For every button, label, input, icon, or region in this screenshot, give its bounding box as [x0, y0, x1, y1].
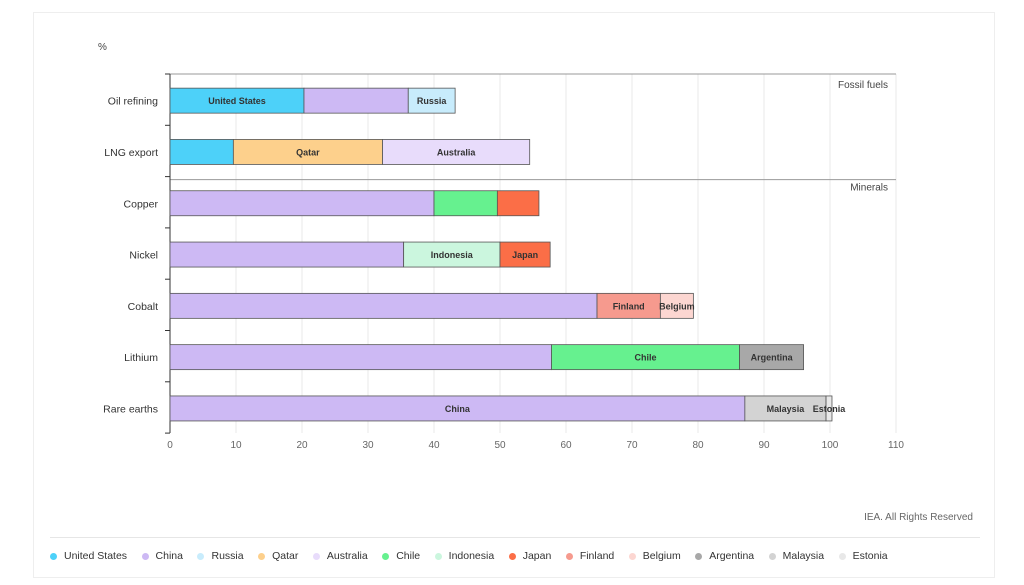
- legend-label: Qatar: [272, 550, 299, 562]
- category-label: LNG export: [104, 147, 158, 159]
- x-tick-label: 20: [296, 440, 308, 451]
- legend-label: Chile: [396, 550, 421, 562]
- bar-segment-japan: [499, 241, 551, 268]
- legend-swatch: [197, 552, 205, 560]
- legend-swatch: [258, 552, 266, 560]
- legend-label: Argentina: [709, 550, 755, 562]
- x-tick-label: 60: [560, 440, 572, 451]
- bar-segment-russia: [407, 87, 456, 114]
- bar-segment-china: [169, 190, 435, 217]
- data-label: Finland: [613, 301, 645, 311]
- bar-segment-china: [303, 87, 409, 114]
- legend-label: Estonia: [852, 550, 888, 562]
- bar-segment-finland: [596, 292, 661, 319]
- legend-label: Malaysia: [782, 550, 825, 562]
- bar-segment-chile: [551, 344, 740, 371]
- legend-swatch: [508, 552, 516, 560]
- data-label: China: [445, 404, 471, 414]
- legend-label: Indonesia: [448, 550, 495, 562]
- legend-label: Australia: [326, 550, 368, 562]
- data-label: Australia: [437, 147, 477, 157]
- category-label: Oil refining: [108, 96, 158, 108]
- x-tick-label: 50: [494, 440, 506, 451]
- x-tick-label: 100: [822, 440, 839, 451]
- bar-segment-japan: [496, 190, 540, 217]
- legend-label: United States: [64, 550, 128, 562]
- x-tick-label: 80: [692, 440, 704, 451]
- category-label: Cobalt: [128, 301, 158, 313]
- legend-item-finland[interactable]: Finland: [565, 550, 615, 562]
- legend-label: Finland: [579, 550, 615, 562]
- legend-item-china[interactable]: China: [141, 550, 183, 562]
- legend-swatch: [141, 552, 149, 560]
- bar-segment-united-states: [169, 139, 234, 165]
- data-label: Chile: [635, 353, 657, 363]
- legend: United States China Russia Qatar Australia Ch…: [50, 550, 902, 562]
- data-label: Japan: [512, 250, 538, 260]
- legend-label: Japan: [522, 550, 552, 562]
- legend-swatch: [628, 552, 636, 560]
- stacked-bar-chart: Fossil fuels Minerals% Oil refining United …: [98, 42, 904, 451]
- bar-segment-argentina: [739, 344, 805, 371]
- chart-frame: [33, 12, 995, 578]
- x-tick-label: 10: [230, 440, 242, 451]
- data-label: Indonesia: [431, 250, 474, 260]
- group-label: Minerals: [850, 183, 888, 194]
- legend-item-indonesia[interactable]: Indonesia: [434, 550, 495, 562]
- legend-item-malaysia[interactable]: Malaysia: [768, 550, 825, 562]
- legend-item-united-states[interactable]: United States: [50, 550, 127, 562]
- legend-divider: [50, 537, 980, 538]
- data-label: Estonia: [813, 404, 847, 414]
- bar-segment-china: [169, 241, 405, 268]
- y-unit-label: %: [98, 42, 107, 53]
- bar-segment-china: [169, 344, 552, 371]
- legend-label: Belgium: [642, 550, 681, 562]
- group-label: Fossil fuels: [838, 80, 888, 91]
- bar-segment-australia: [382, 139, 531, 165]
- category-label: Copper: [124, 198, 159, 210]
- credit-text: IEA. All Rights Reserved: [864, 512, 973, 523]
- data-label: Qatar: [296, 147, 320, 157]
- data-label: Malaysia: [767, 404, 806, 414]
- x-tick-label: 70: [626, 440, 638, 451]
- legend-item-qatar[interactable]: Qatar: [258, 550, 298, 562]
- bar-segment-chile: [433, 190, 498, 217]
- legend-item-belgium[interactable]: Belgium: [628, 550, 681, 562]
- legend-swatch: [50, 552, 57, 560]
- legend-swatch: [382, 552, 390, 560]
- legend-swatch: [838, 552, 846, 560]
- legend-swatch: [312, 552, 320, 560]
- data-label: Russia: [417, 96, 448, 106]
- legend-swatch: [565, 552, 573, 560]
- legend-item-russia[interactable]: Russia: [197, 550, 244, 562]
- legend-item-japan[interactable]: Japan: [508, 550, 552, 562]
- legend-item-estonia[interactable]: Estonia: [838, 550, 888, 562]
- bar-segment-estonia: [825, 395, 833, 422]
- bar-segment-united-states: [169, 87, 305, 114]
- legend-swatch: [768, 552, 776, 560]
- x-tick-label: 30: [362, 440, 374, 451]
- x-tick-label: 110: [888, 440, 904, 451]
- category-label: Nickel: [129, 250, 158, 262]
- legend-item-chile[interactable]: Chile: [382, 550, 420, 562]
- legend-label: China: [155, 550, 183, 562]
- data-label: United States: [208, 96, 266, 106]
- x-tick-label: 0: [167, 440, 173, 451]
- bar-segment-indonesia: [403, 241, 501, 268]
- category-label: Rare earths: [103, 403, 158, 415]
- x-tick-label: 90: [758, 440, 770, 451]
- data-label: Belgium: [659, 301, 695, 311]
- data-label: Argentina: [751, 353, 794, 363]
- legend-item-argentina[interactable]: Argentina: [695, 550, 754, 562]
- legend-item-australia[interactable]: Australia: [312, 550, 368, 562]
- legend-label: Russia: [211, 550, 244, 562]
- category-label: Lithium: [124, 352, 158, 364]
- legend-swatch: [434, 552, 442, 560]
- bar-segment-china: [169, 292, 598, 319]
- bar-segment-qatar: [232, 139, 383, 165]
- bar-segment-belgium: [659, 292, 694, 319]
- legend-swatch: [695, 552, 703, 560]
- x-tick-label: 40: [428, 440, 440, 451]
